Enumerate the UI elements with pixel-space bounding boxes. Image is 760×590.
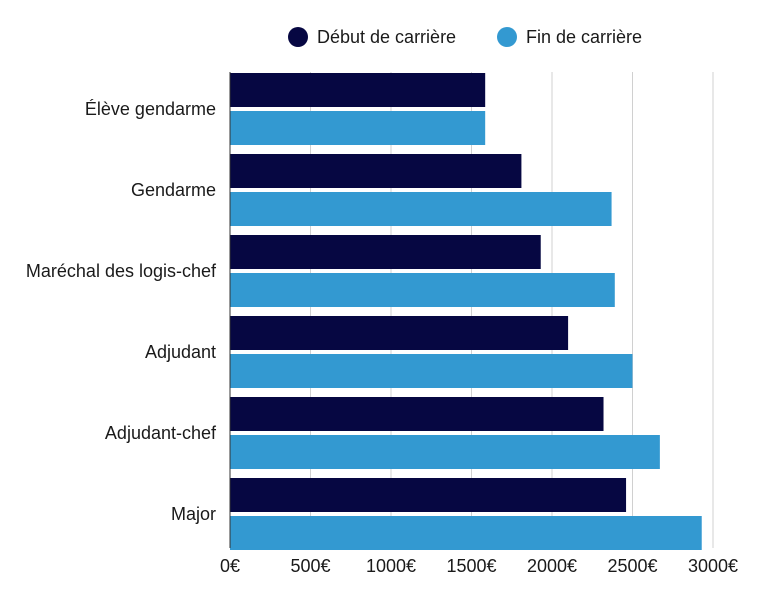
bar-fin-3 bbox=[230, 354, 633, 388]
bar-debut-5 bbox=[230, 478, 627, 512]
x-tick-labels: 0€ 500€ 1000€ 1500€ 2000€ 2500€ 3000€ bbox=[220, 556, 738, 576]
bars bbox=[230, 73, 702, 550]
category-label-1: Gendarme bbox=[131, 180, 216, 200]
category-labels: Élève gendarme Gendarme Maréchal des logis… bbox=[26, 99, 217, 524]
category-label-0: Élève gendarme bbox=[85, 99, 216, 119]
category-label-4: Adjudant-chef bbox=[105, 423, 217, 443]
x-tick-label-3000: 3000€ bbox=[688, 556, 738, 576]
legend-swatch-fin bbox=[497, 27, 517, 47]
x-tick-label-0: 0€ bbox=[220, 556, 240, 576]
x-tick-label-500: 500€ bbox=[290, 556, 330, 576]
x-tick-label-2500: 2500€ bbox=[607, 556, 657, 576]
bar-fin-1 bbox=[230, 192, 612, 226]
category-label-5: Major bbox=[171, 504, 216, 524]
legend-item-fin: Fin de carrière bbox=[497, 27, 642, 47]
bar-fin-5 bbox=[230, 516, 702, 550]
x-tick-label-1500: 1500€ bbox=[446, 556, 496, 576]
legend-label-debut: Début de carrière bbox=[317, 27, 456, 47]
legend-swatch-debut bbox=[288, 27, 308, 47]
x-tick-label-1000: 1000€ bbox=[366, 556, 416, 576]
legend-item-debut: Début de carrière bbox=[288, 27, 456, 47]
category-label-2: Maréchal des logis-chef bbox=[26, 261, 217, 281]
bar-debut-4 bbox=[230, 397, 604, 431]
x-tick-label-2000: 2000€ bbox=[527, 556, 577, 576]
bar-fin-4 bbox=[230, 435, 660, 469]
legend: Début de carrière Fin de carrière bbox=[288, 27, 642, 47]
bar-debut-0 bbox=[230, 73, 486, 107]
bar-debut-1 bbox=[230, 154, 522, 188]
bar-debut-2 bbox=[230, 235, 541, 269]
category-label-3: Adjudant bbox=[145, 342, 216, 362]
bar-fin-0 bbox=[230, 111, 486, 145]
bar-fin-2 bbox=[230, 273, 615, 307]
bar-debut-3 bbox=[230, 316, 569, 350]
legend-label-fin: Fin de carrière bbox=[526, 27, 642, 47]
